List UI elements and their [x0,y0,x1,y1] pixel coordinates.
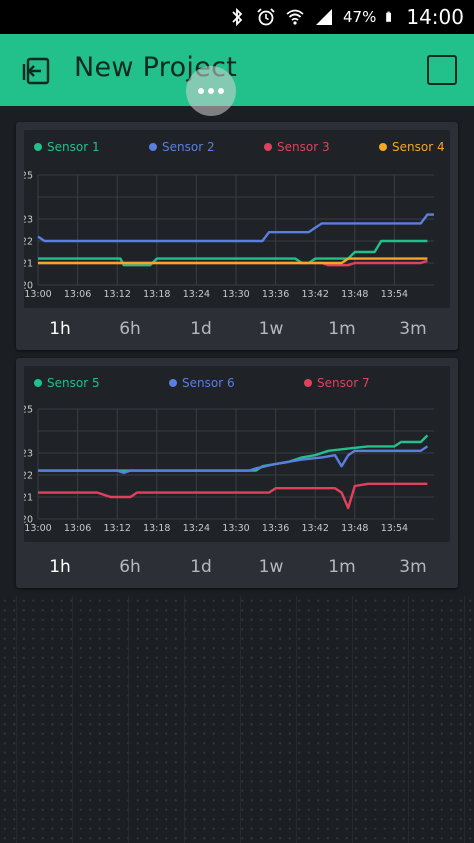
time-range-selector-1: 1h 6h 1d 1w 1m 3m [16,308,458,350]
legend-label: Sensor 7 [317,376,370,390]
chart-legend-1: Sensor 1 Sensor 2 Sensor 3 Sensor 4 [24,140,450,160]
y-tick-label: 22 [24,237,33,248]
y-tick-label: 21 [24,493,33,504]
play-mode-button[interactable] [427,55,457,85]
time-range-selector-2: 1h 6h 1d 1w 1m 3m [16,546,458,588]
x-tick-label: 13:42 [302,523,329,534]
range-button-6h[interactable]: 6h [119,319,141,339]
legend-label: Sensor 4 [392,140,445,154]
x-tick-label: 13:36 [262,523,289,534]
legend-item: Sensor 3 [264,140,330,154]
chart-svg-1: 25 23 22 21 2013:00 13:06 13:12 13:18 13:24 13:30… [24,171,434,300]
x-tick-label: 13:30 [222,289,249,300]
x-tick-label: 13:06 [64,523,91,534]
y-tick-label: 20 [24,515,33,526]
x-tick-label: 13:24 [183,289,210,300]
y-tick-label: 25 [24,171,33,182]
range-button-3m[interactable]: 3m [399,319,427,339]
legend-item: Sensor 1 [34,140,100,154]
legend-dot-icon [379,143,387,151]
legend-item: Sensor 5 [34,376,100,390]
range-button-1w[interactable]: 1w [258,557,284,577]
range-button-1m[interactable]: 1m [328,557,356,577]
series-line-sensor-4 [38,257,428,265]
legend-dot-icon [169,379,177,387]
legend-label: Sensor 5 [47,376,100,390]
legend-item: Sensor 6 [169,376,235,390]
x-tick-label: 13:36 [262,289,289,300]
x-tick-label: 13:48 [341,523,368,534]
chart-legend-2: Sensor 5 Sensor 6 Sensor 7 [24,376,450,396]
legend-item: Sensor 4 [379,140,445,154]
x-tick-label: 13:30 [222,523,249,534]
wifi-icon [286,9,304,25]
battery-percent: 47% [343,8,377,26]
x-tick-label: 13:00 [24,523,51,534]
clock: 14:00 [406,5,464,29]
x-tick-label: 13:54 [381,289,408,300]
x-tick-label: 13:18 [143,289,170,300]
legend-label: Sensor 6 [182,376,235,390]
x-tick-label: 13:12 [104,523,131,534]
handle-dot-icon [218,88,224,94]
series-line-sensor-1 [38,239,428,267]
legend-label: Sensor 1 [47,140,100,154]
legend-dot-icon [34,143,42,151]
battery-icon [386,11,392,22]
range-button-1h[interactable]: 1h [49,319,71,339]
chart-plot-2: Sensor 5 Sensor 6 Sensor 7 25 23 22 21 2013:00… [24,366,450,542]
history-graph-widget-2[interactable]: Sensor 5 Sensor 6 Sensor 7 25 23 22 21 2013:00… [16,358,458,588]
range-button-1d[interactable]: 1d [190,557,212,577]
signal-icon [316,9,333,25]
x-tick-label: 13:54 [381,523,408,534]
x-tick-label: 13:06 [64,289,91,300]
dashboard-grid-lines [0,596,474,843]
y-tick-label: 22 [24,471,33,482]
chart-grid [37,174,434,286]
range-button-1m[interactable]: 1m [328,319,356,339]
series-line-sensor-6 [38,445,429,474]
range-button-6h[interactable]: 6h [119,557,141,577]
alarm-icon [257,8,275,26]
chart-grid [37,408,434,520]
status-bar: 47% 14:00 [0,0,474,34]
bluetooth-icon [232,7,243,27]
back-icon[interactable] [20,56,52,86]
series-line-sensor-7 [38,482,428,510]
y-tick-label: 23 [24,449,33,460]
y-tick-label: 23 [24,215,33,226]
legend-dot-icon [34,379,42,387]
legend-label: Sensor 2 [162,140,215,154]
chart-svg-2: 25 23 22 21 2013:00 13:06 13:12 13:18 13:24 13:30… [24,405,434,534]
legend-item: Sensor 7 [304,376,370,390]
x-tick-label: 13:12 [104,289,131,300]
y-tick-label: 21 [24,259,33,270]
x-tick-label: 13:42 [302,289,329,300]
range-button-1d[interactable]: 1d [190,319,212,339]
legend-dot-icon [304,379,312,387]
legend-item: Sensor 2 [149,140,215,154]
legend-dot-icon [149,143,157,151]
legend-dot-icon [264,143,272,151]
y-tick-label: 25 [24,405,33,416]
range-button-1h[interactable]: 1h [49,557,71,577]
legend-label: Sensor 3 [277,140,330,154]
handle-dot-icon [198,88,204,94]
range-button-1w[interactable]: 1w [258,319,284,339]
x-tick-label: 13:24 [183,523,210,534]
series-line-sensor-2 [37,213,434,243]
y-tick-label: 20 [24,281,33,292]
handle-dot-icon [208,88,214,94]
x-tick-label: 13:48 [341,289,368,300]
app-bar: New Project [0,34,474,106]
drag-handle[interactable] [186,66,236,116]
range-button-3m[interactable]: 3m [399,557,427,577]
x-tick-label: 13:18 [143,523,170,534]
x-tick-label: 13:00 [24,289,51,300]
